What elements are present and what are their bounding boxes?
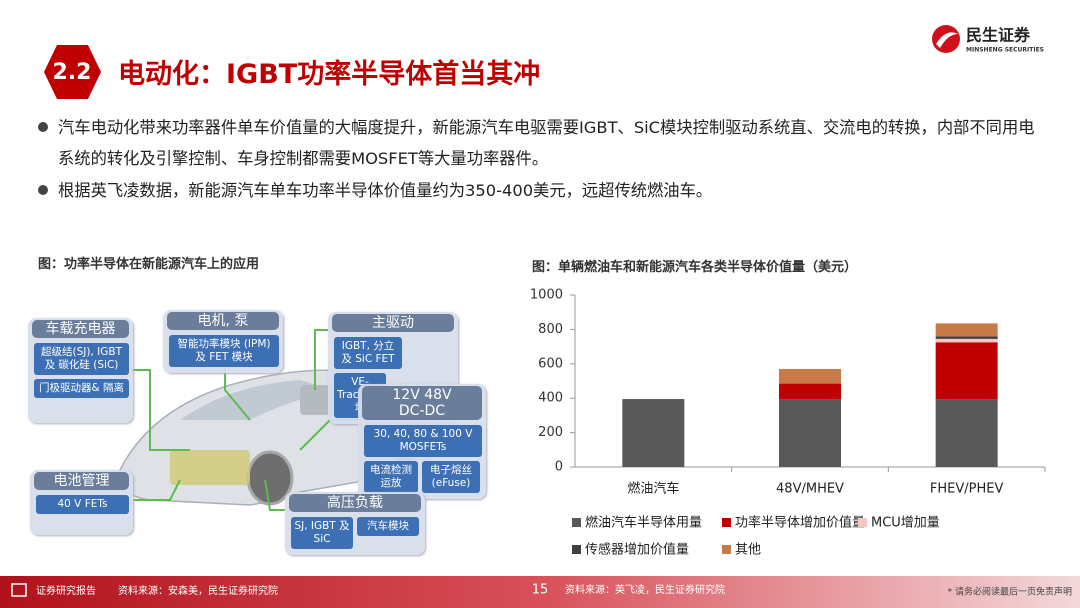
- bar-segment: [779, 368, 841, 384]
- logo-swoosh: [936, 32, 958, 48]
- legend-swatch: [572, 518, 581, 527]
- logo-cn: 民生证券: [966, 26, 1031, 45]
- y-tick-label: 200: [538, 425, 563, 440]
- x-tick-label: FHEV/PHEV: [930, 482, 1004, 497]
- y-tick-label: 800: [538, 322, 563, 337]
- legend-label: 功率半导体增加价值量: [735, 515, 865, 531]
- footer-left: 证券研究报告: [36, 584, 96, 597]
- box-title: 电机, 泵: [167, 312, 279, 330]
- diagram-box: 12V 48V DC-DC 30, 40, 80 & 100 V MOSFETs 电…: [358, 384, 486, 499]
- bar-segment: [935, 323, 998, 337]
- box-item: 智能功率模块 (IPM) 及 FET 模块: [169, 335, 279, 367]
- bar-segment: [935, 399, 998, 467]
- bar-segment: [935, 342, 998, 400]
- bar-segment: [779, 399, 841, 467]
- box-item: 汽车模块: [357, 517, 419, 536]
- diagram-box: 车载充电器超级结(SJ), IGBT 及 碳化硅 (SiC) 门极驱动器& 隔离: [28, 318, 133, 423]
- footer-source-left: 资料来源：安森美，民生证券研究院: [118, 584, 278, 597]
- page-number: 15: [532, 583, 549, 598]
- bullet-dot: [38, 122, 48, 132]
- legend-label: 燃油汽车半导体用量: [585, 515, 702, 531]
- bar-segment: [779, 383, 841, 400]
- box-item: SJ, IGBT 及 SiC: [291, 517, 353, 549]
- box-title: 12V 48V DC-DC: [362, 386, 482, 420]
- box-title: 主驱动: [332, 314, 454, 332]
- box-item: 30, 40, 80 & 100 V MOSFETs: [364, 425, 482, 457]
- badge: 2.2: [53, 60, 92, 85]
- box-title: 车载充电器: [32, 320, 129, 338]
- box-title: 电池管理: [34, 472, 129, 490]
- y-tick-label: 400: [538, 391, 563, 406]
- bullet-text: 根据英飞凌数据，新能源汽车单车功率半导体价值量约为350-400美元，远超传统燃…: [58, 181, 713, 200]
- box-item: 40 V FETs: [36, 495, 129, 514]
- bullet-dot: [38, 185, 48, 195]
- footer-source-right: 资料来源：英飞凌，民生证券研究院: [565, 583, 725, 596]
- legend-swatch: [572, 545, 581, 554]
- disclaimer: * 请务必阅读最后一页免责声明: [948, 586, 1072, 598]
- badge-shape: [44, 45, 101, 99]
- footer-band: [0, 576, 1080, 608]
- bar-segment: [935, 338, 998, 343]
- legend-swatch: [722, 545, 731, 554]
- legend-label: MCU增加量: [871, 516, 940, 531]
- footer-icon: [11, 583, 27, 597]
- x-tick-label: 48V/MHEV: [776, 482, 844, 497]
- bar-segment: [935, 336, 998, 339]
- legend-swatch: [858, 518, 867, 527]
- bullet: 汽车电动化带来功率器件单车价值量的大幅度提升，新能源汽车电驱需要IGBT、SiC…: [38, 112, 1038, 174]
- chart: 0 200 400 600 800 1000 燃油汽车 48V/MHEV FHEV/PHEV 燃油…: [530, 288, 1046, 558]
- logo-en: MINSHENG SECURITIES: [966, 47, 1044, 54]
- x-tick-label: 燃油汽车: [627, 481, 679, 497]
- box-title: 高压负载: [289, 494, 421, 512]
- bullet: 根据英飞凌数据，新能源汽车单车功率半导体价值量约为350-400美元，远超传统燃…: [38, 175, 1038, 206]
- diagram-caption: 图：功率半导体在新能源汽车上的应用: [38, 257, 260, 272]
- legend-label: 其他: [735, 543, 761, 558]
- bullet-text: 汽车电动化带来功率器件单车价值量的大幅度提升，新能源汽车电驱需要IGBT、SiC…: [58, 118, 1035, 168]
- chart-caption: 图：单辆燃油车和新能源汽车各类半导体价值量（美元）: [532, 260, 858, 275]
- legend-swatch: [722, 518, 731, 527]
- y-tick-label: 600: [538, 356, 563, 371]
- title: 电动化：IGBT功率半导体首当其冲: [118, 59, 541, 90]
- diagram-box: 电池管理 40 V FETs: [30, 470, 133, 535]
- y-tick-label: 1000: [530, 288, 563, 303]
- box-item: 电流检测运放: [364, 461, 418, 493]
- box-item: 门极驱动器& 隔离: [34, 379, 129, 398]
- legend-label: 传感器增加价值量: [585, 542, 689, 558]
- diagram-box: 电机, 泵智能功率模块 (IPM) 及 FET 模块: [163, 310, 283, 373]
- bar-segment: [622, 399, 685, 467]
- box-item: IGBT, 分立 及 SiC FET: [334, 337, 402, 369]
- box-item: 电子熔丝 (eFuse): [422, 461, 480, 493]
- box-item: 超级结(SJ), IGBT 及 碳化硅 (SiC): [34, 343, 129, 375]
- diagram-box: 高压负载 SJ, IGBT 及 SiC汽车模块: [285, 492, 425, 555]
- y-tick-label: 0: [555, 460, 563, 475]
